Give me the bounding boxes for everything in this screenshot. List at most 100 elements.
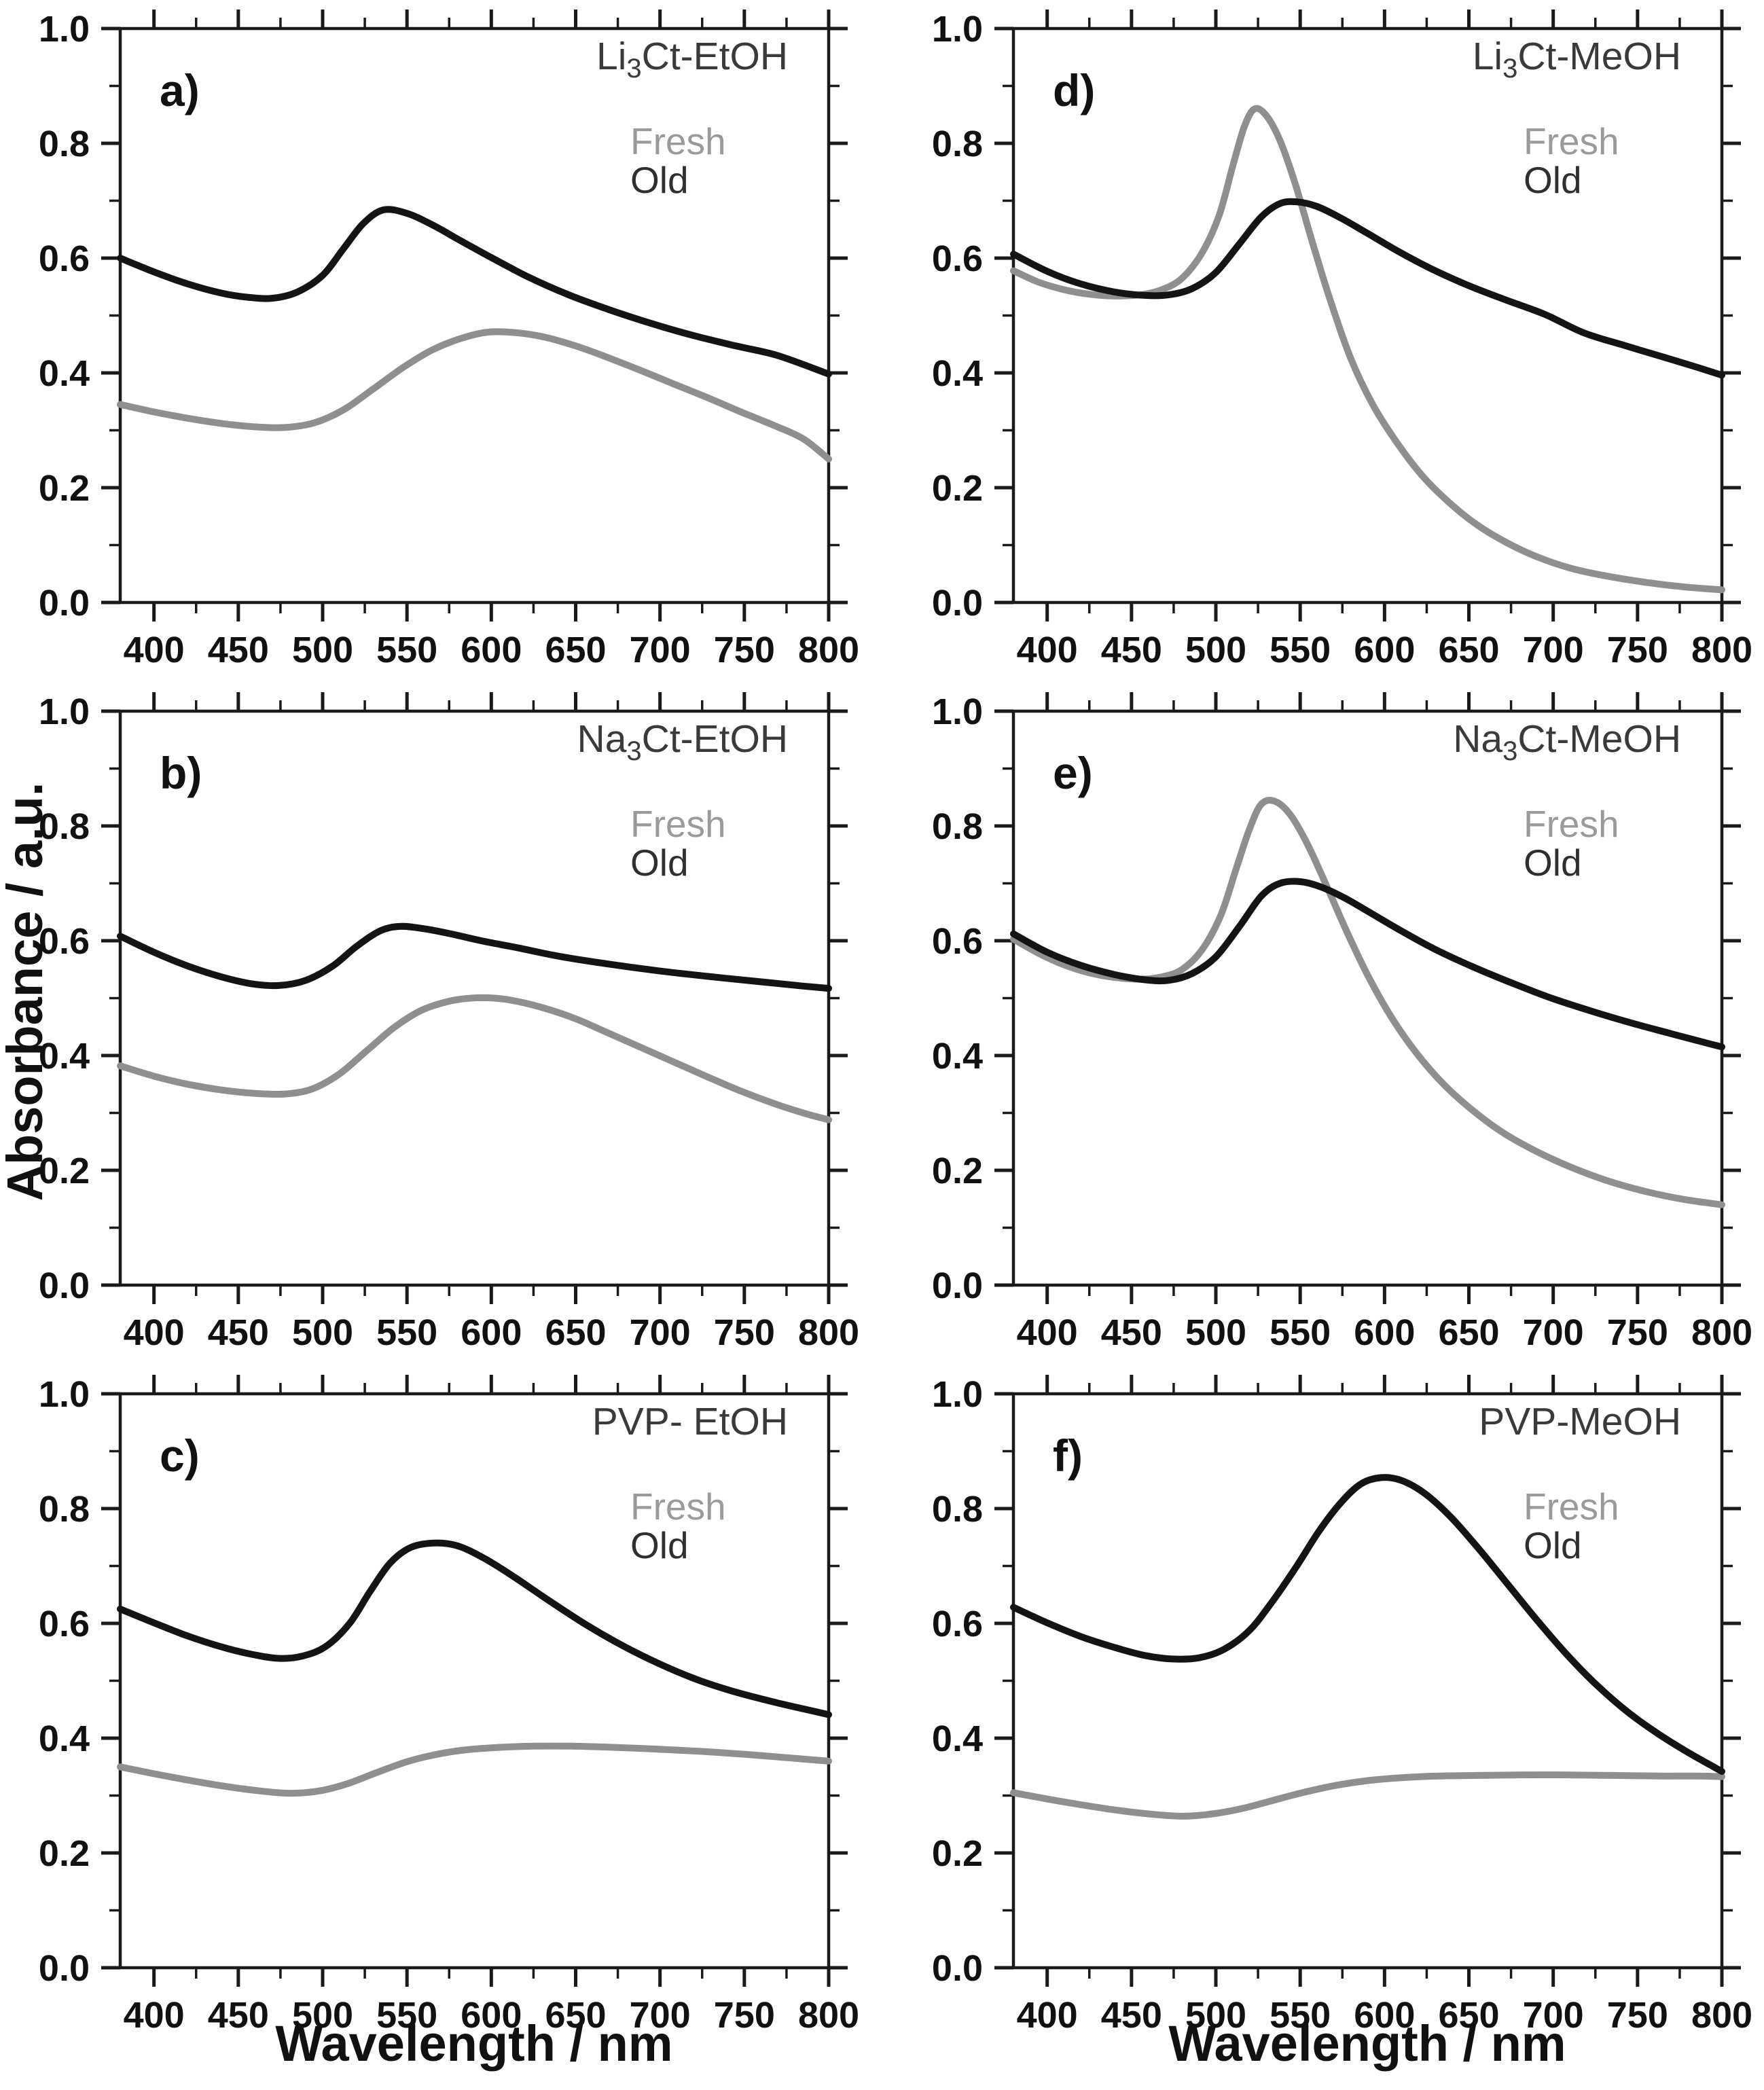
x-tick-label: 600 xyxy=(461,1312,522,1353)
x-tick-label: 800 xyxy=(1691,630,1752,670)
x-tick-label: 500 xyxy=(292,1312,353,1353)
ticks xyxy=(101,692,848,1304)
old-curve xyxy=(1010,1474,1725,1775)
x-tick-label: 650 xyxy=(1438,1995,1499,2036)
old-curve xyxy=(117,206,832,378)
x-axis-title-right: Wavelength / nm xyxy=(1168,2015,1566,2072)
plot-frame xyxy=(118,1392,831,1970)
x-tick-label: 800 xyxy=(798,1995,859,2036)
y-tick-label: 0.0 xyxy=(39,583,90,624)
ticks xyxy=(994,10,1741,621)
y-tick-label: 0.8 xyxy=(39,1489,90,1530)
ticks xyxy=(101,10,848,621)
legend-fresh: Fresh xyxy=(1524,1485,1619,1528)
legend-old: Old xyxy=(630,1524,689,1566)
x-tick-label: 650 xyxy=(545,1312,606,1353)
legend-old: Old xyxy=(1524,1524,1582,1566)
y-tick-label: 1.0 xyxy=(932,9,983,50)
x-tick-label: 400 xyxy=(1017,1995,1078,2036)
x-tick-label: 600 xyxy=(1354,630,1415,670)
fresh-curve xyxy=(117,328,832,463)
panel-title: Na3Ct-MeOH xyxy=(1453,717,1681,766)
panels-group: 400 450 500 550 600 650 700 750 800 0.0 0.2 0.4 0.6 0… xyxy=(39,9,1752,2036)
x-tick-label: 400 xyxy=(1017,630,1078,670)
panel-title: Li3Ct-MeOH xyxy=(1473,35,1681,84)
x-tick-label: 650 xyxy=(545,630,606,670)
x-tick-label: 450 xyxy=(1101,630,1162,670)
fresh-curve xyxy=(1010,105,1725,594)
x-tick-label: 500 xyxy=(1185,1995,1246,2036)
x-tick-label: 700 xyxy=(630,630,691,670)
plot-frame xyxy=(1011,709,1724,1287)
x-tick-label: 500 xyxy=(292,1995,353,2036)
panel-e: 400 450 500 550 600 650 700 750 800 0.0 0.2 0.4 0.6 0… xyxy=(932,691,1752,1353)
legend-fresh: Fresh xyxy=(630,120,726,162)
panel-a: 400 450 500 550 600 650 700 750 800 0.0 0.2 0.4 0.6 0… xyxy=(39,9,859,670)
y-tick-label: 0.0 xyxy=(932,583,983,624)
ticks xyxy=(994,692,1741,1304)
x-tick-label: 550 xyxy=(1270,630,1331,670)
panel-c: 400 450 500 550 600 650 700 750 800 0.0 0.2 0.4 0.6 0… xyxy=(39,1374,859,2036)
ticks xyxy=(101,1375,848,1987)
legend-fresh: Fresh xyxy=(630,803,726,845)
y-tick-label: 0.2 xyxy=(932,1151,983,1191)
y-tick-label: 1.0 xyxy=(39,1374,90,1415)
x-tick-label: 500 xyxy=(292,630,353,670)
x-tick-label: 550 xyxy=(1270,1312,1331,1353)
x-tick-label: 750 xyxy=(714,1312,775,1353)
old-curve xyxy=(117,1539,832,1718)
legend-old: Old xyxy=(630,159,689,201)
x-tick-label: 750 xyxy=(1607,1995,1668,2036)
x-tick-label: 400 xyxy=(1017,1312,1078,1353)
panel-title: PVP- EtOH xyxy=(592,1400,788,1443)
x-tick-label: 450 xyxy=(1101,1312,1162,1353)
x-tick-label: 550 xyxy=(376,1995,437,2036)
x-tick-label: 700 xyxy=(630,1995,691,2036)
fresh-curve xyxy=(1010,1771,1725,1820)
y-tick-label: 0.6 xyxy=(932,1604,983,1644)
x-axis-title-left: Wavelength / nm xyxy=(275,2015,672,2072)
x-tick-label: 450 xyxy=(208,1995,269,2036)
x-tick-label: 400 xyxy=(124,630,185,670)
y-tick-label: 0.4 xyxy=(932,353,983,394)
y-tick-label: 0.8 xyxy=(39,806,90,847)
x-tick-label: 550 xyxy=(376,1312,437,1353)
plot-frame xyxy=(1011,26,1724,605)
x-tick-label: 800 xyxy=(1691,1995,1752,2036)
x-tick-label: 550 xyxy=(376,630,437,670)
old-curve xyxy=(1010,198,1725,379)
x-tick-label: 650 xyxy=(1438,630,1499,670)
y-tick-label: 0.8 xyxy=(932,806,983,847)
y-tick-label: 0.0 xyxy=(39,1265,90,1306)
x-tick-label: 450 xyxy=(1101,1995,1162,2036)
x-tick-label: 400 xyxy=(124,1995,185,2036)
y-tick-label: 0.4 xyxy=(932,1036,983,1077)
y-tick-label: 0.2 xyxy=(39,1151,90,1191)
y-tick-label: 0.4 xyxy=(932,1718,983,1759)
panel-letter: d) xyxy=(1053,65,1095,115)
panel-letter: b) xyxy=(160,748,202,798)
y-tick-label: 1.0 xyxy=(932,691,983,732)
panel-title: Li3Ct-EtOH xyxy=(596,35,788,84)
y-axis-title: Absorbance / a.u. xyxy=(0,782,53,1202)
x-tick-label: 750 xyxy=(714,630,775,670)
old-curve xyxy=(117,922,832,992)
y-tick-label: 0.2 xyxy=(932,1833,983,1874)
x-tick-label: 550 xyxy=(1270,1995,1331,2036)
legend-old: Old xyxy=(1524,842,1582,884)
x-tick-label: 700 xyxy=(630,1312,691,1353)
y-tick-label: 0.8 xyxy=(932,1489,983,1530)
panel-letter: f) xyxy=(1053,1430,1083,1481)
panel-title: PVP-MeOH xyxy=(1479,1400,1681,1443)
x-tick-label: 650 xyxy=(545,1995,606,2036)
x-tick-label: 400 xyxy=(124,1312,185,1353)
x-tick-label: 600 xyxy=(1354,1312,1415,1353)
legend-fresh: Fresh xyxy=(1524,120,1619,162)
legend-fresh: Fresh xyxy=(1524,803,1619,845)
y-tick-label: 0.6 xyxy=(39,238,90,279)
x-tick-label: 650 xyxy=(1438,1312,1499,1353)
x-tick-label: 800 xyxy=(1691,1312,1752,1353)
legend-old: Old xyxy=(1524,159,1582,201)
